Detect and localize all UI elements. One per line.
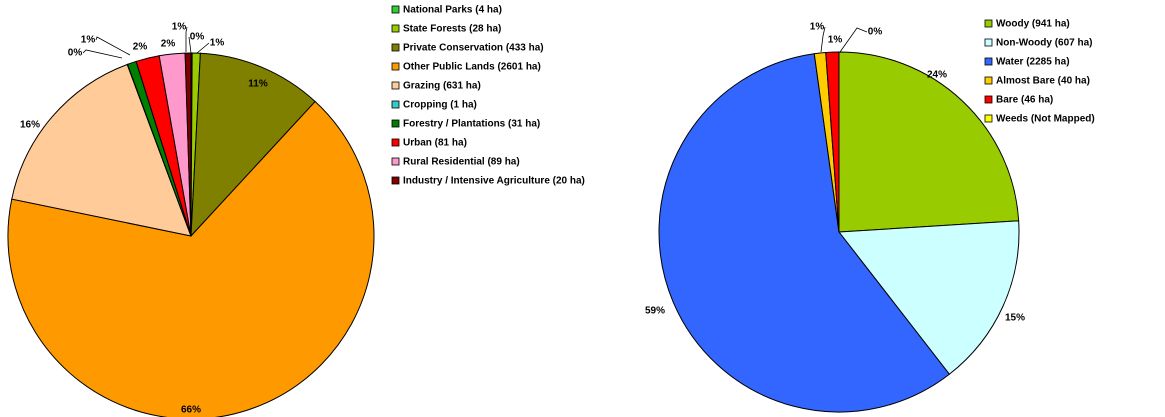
pie-data-label-national-parks: 0% xyxy=(190,32,205,43)
legend-item-weeds: Weeds (Not Mapped) xyxy=(984,114,1095,125)
legend-label-bare: Bare (46 ha) xyxy=(996,95,1053,106)
legend-swatch-urban xyxy=(391,138,400,147)
pie-slice-bare xyxy=(825,51,840,233)
pie-data-label-cropping: 0% xyxy=(68,48,83,59)
pie-slice-water xyxy=(658,53,951,413)
pie-data-label-private-conservation: 11% xyxy=(248,79,268,90)
legend-label-national-parks: National Parks (4 ha) xyxy=(403,5,502,16)
legend-swatch-state-forests xyxy=(391,24,400,33)
legend-item-industry-intensive-agriculture: Industry / Intensive Agriculture (20 ha) xyxy=(391,176,585,187)
legend-item-forestry-plantations: Forestry / Plantations (31 ha) xyxy=(391,119,540,130)
legend-item-national-parks: National Parks (4 ha) xyxy=(391,5,502,16)
pie-slice-private-conservation xyxy=(190,52,316,238)
legend-item-urban: Urban (81 ha) xyxy=(391,138,467,149)
legend-label-state-forests: State Forests (28 ha) xyxy=(403,24,501,35)
legend-swatch-non-woody xyxy=(984,38,993,47)
pie-data-label-non-woody: 15% xyxy=(1005,313,1025,324)
leader-line-almost-bare xyxy=(820,26,826,53)
land-tenure-pie-chart: 0%1%11%66%16%0%1%2% 2%1% National Parks (… xyxy=(7,5,585,417)
legend-item-woody: Woody (941 ha) xyxy=(984,19,1070,30)
legend-label-urban: Urban (81 ha) xyxy=(403,138,467,149)
land-tenure-legend: National Parks (4 ha) State Forests (28 h… xyxy=(391,5,585,187)
legend-swatch-rural-residential xyxy=(391,157,400,166)
legend-swatch-grazing xyxy=(391,81,400,90)
legend-item-bare: Bare (46 ha) xyxy=(984,95,1053,106)
pie-data-label-woody: 24% xyxy=(927,70,947,81)
pie-data-label-water: 59% xyxy=(645,306,665,317)
leader-line-state-forests xyxy=(196,42,210,54)
legend-item-other-public-lands: Other Public Lands (2601 ha) xyxy=(391,62,541,73)
pie-data-label-bare: 1% xyxy=(828,35,843,46)
legend-swatch-private-conservation xyxy=(391,43,400,52)
pie-data-label-weeds: 0% xyxy=(868,27,883,38)
legend-swatch-almost-bare xyxy=(984,76,993,85)
legend-label-water: Water (2285 ha) xyxy=(996,57,1070,68)
legend-item-private-conservation: Private Conservation (433 ha) xyxy=(391,43,544,54)
pie-slice-woody xyxy=(838,51,1020,233)
legend-item-almost-bare: Almost Bare (40 ha) xyxy=(984,76,1090,87)
legend-label-private-conservation: Private Conservation (433 ha) xyxy=(403,43,544,54)
legend-item-water: Water (2285 ha) xyxy=(984,57,1070,68)
legend-label-grazing: Grazing (631 ha) xyxy=(403,81,481,92)
vegetation-cover-legend: Woody (941 ha) Non-Woody (607 ha) Water (2… xyxy=(984,19,1095,125)
legend-swatch-woody xyxy=(984,19,993,28)
leader-line-forestry-plantations xyxy=(95,36,131,56)
pie-data-label-other-public-lands: 66% xyxy=(181,405,201,416)
pie-data-label-grazing: 16% xyxy=(20,120,40,131)
legend-label-woody: Woody (941 ha) xyxy=(996,19,1070,30)
legend-swatch-cropping xyxy=(391,100,400,109)
legend-label-industry-intensive-agriculture: Industry / Intensive Agriculture (20 ha) xyxy=(403,176,585,187)
leader-line-national-parks xyxy=(188,36,192,54)
pie-data-label-rural-residential: 2% xyxy=(161,39,176,50)
legend-swatch-other-public-lands xyxy=(391,62,400,71)
pie-slice-non-woody xyxy=(838,220,1020,375)
legend-swatch-water xyxy=(984,57,993,66)
legend-item-rural-residential: Rural Residential (89 ha) xyxy=(391,157,520,168)
legend-label-cropping: Cropping (1 ha) xyxy=(403,100,477,111)
legend-item-cropping: Cropping (1 ha) xyxy=(391,100,477,111)
legend-label-weeds: Weeds (Not Mapped) xyxy=(996,114,1095,125)
pie-slice-other-public-lands xyxy=(7,100,375,417)
pie-data-label-state-forests: 1% xyxy=(210,38,225,49)
legend-label-almost-bare: Almost Bare (40 ha) xyxy=(996,76,1090,87)
vegetation-cover-pie-chart: 24% 15% 59% 1%1% 0% Woody (941 ha) Non-Woody … xyxy=(645,19,1095,413)
legend-item-state-forests: State Forests (28 ha) xyxy=(391,24,501,35)
pie-slice-grazing xyxy=(11,63,192,237)
leader-line-cropping xyxy=(82,49,123,59)
legend-label-forestry-plantations: Forestry / Plantations (31 ha) xyxy=(403,119,540,130)
leader-line-weeds xyxy=(839,27,868,53)
legend-item-grazing: Grazing (631 ha) xyxy=(391,81,481,92)
legend-swatch-bare xyxy=(984,95,993,104)
pie-data-label-almost-bare: 1% xyxy=(810,22,825,33)
legend-swatch-forestry-plantations xyxy=(391,119,400,128)
leader-line-industry-intensive-agriculture xyxy=(185,26,188,52)
pie-data-label-industry-intensive-agriculture: 1% xyxy=(172,22,187,33)
pie-data-label-forestry-plantations: 1% xyxy=(81,35,96,46)
legend-label-other-public-lands: Other Public Lands (2601 ha) xyxy=(403,62,541,73)
legend-label-non-woody: Non-Woody (607 ha) xyxy=(996,38,1092,49)
legend-item-non-woody: Non-Woody (607 ha) xyxy=(984,38,1092,49)
legend-swatch-industry-intensive-agriculture xyxy=(391,176,400,185)
legend-swatch-national-parks xyxy=(391,5,400,14)
legend-swatch-weeds xyxy=(984,114,993,123)
pie-data-label-urban: 2% xyxy=(133,42,148,53)
legend-label-rural-residential: Rural Residential (89 ha) xyxy=(403,157,520,168)
